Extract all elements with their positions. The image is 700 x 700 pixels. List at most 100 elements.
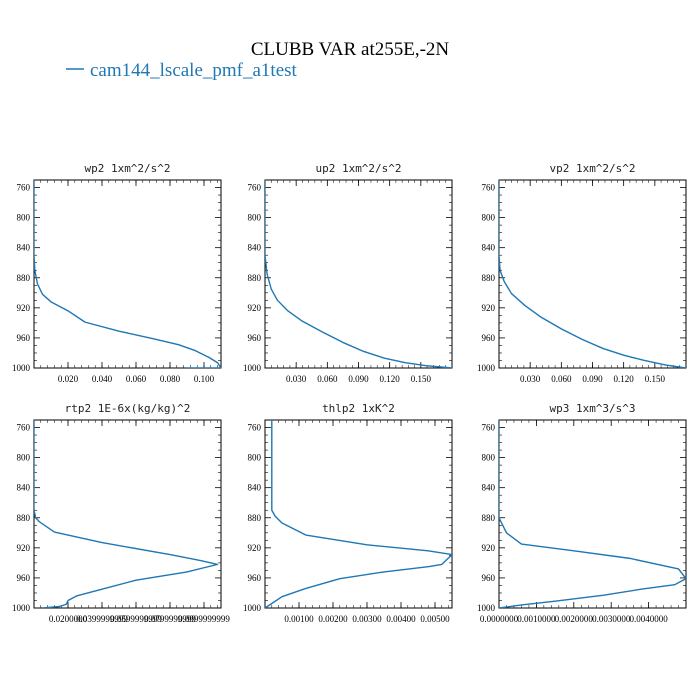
series-line (499, 420, 686, 608)
x-tick-label: 0.120 (614, 374, 635, 384)
y-tick-label: 1000 (12, 603, 31, 613)
x-tick-label: 0.00100 (284, 614, 314, 624)
series-line (34, 420, 219, 608)
y-tick-label: 1000 (477, 603, 496, 613)
y-tick-label: 760 (248, 423, 262, 433)
y-tick-label: 1000 (243, 363, 262, 373)
panel-rtp2: rtp2 1E-6x(kg/kg)^2 760 800 840 880 920 960 100… (12, 402, 230, 624)
panel-wp2: wp2 1xm^2/s^2 760 800 840 880 920 960 1000 0.020… (12, 162, 222, 384)
y-tick-label: 840 (248, 243, 262, 253)
y-tick-label: 880 (482, 513, 496, 523)
y-tick-label: 960 (17, 573, 31, 583)
x-tick-label: 0.090 (582, 374, 603, 384)
y-tick-label: 1000 (12, 363, 31, 373)
plot-frame (33, 179, 222, 369)
x-tick-label: 0.150 (645, 374, 666, 384)
y-tick-label: 760 (482, 183, 496, 193)
y-tick-label: 840 (248, 483, 262, 493)
x-tick-label: 0.00500 (420, 614, 450, 624)
y-tick-label: 880 (17, 273, 31, 283)
x-tick-label: 0.120 (380, 374, 401, 384)
y-tick-label: 800 (17, 213, 31, 223)
y-tick-label: 1000 (477, 363, 496, 373)
series-line (34, 180, 221, 368)
plot-frame (33, 419, 222, 609)
y-tick-label: 960 (482, 573, 496, 583)
y-tick-label: 800 (17, 453, 31, 463)
panel-title: up2 1xm^2/s^2 (315, 162, 401, 175)
x-tick-label: 0.060 (551, 374, 572, 384)
y-tick-label: 960 (248, 573, 262, 583)
x-tick-label: 0.090 (348, 374, 369, 384)
x-tick-label: 0.080 (160, 374, 181, 384)
y-tick-label: 880 (248, 513, 262, 523)
x-tick-label: 0.00200 (318, 614, 348, 624)
y-tick-label: 840 (482, 483, 496, 493)
plot-frame (498, 419, 687, 609)
y-tick-label: 840 (482, 243, 496, 253)
y-tick-label: 840 (17, 483, 31, 493)
y-tick-label: 920 (482, 543, 496, 553)
y-tick-label: 760 (17, 423, 31, 433)
series-line (265, 420, 452, 608)
y-tick-label: 920 (17, 303, 31, 313)
x-tick-label: 0.100 (194, 374, 215, 384)
series-line (265, 180, 452, 368)
x-tick-label: 0.0799999999 (144, 614, 196, 624)
x-tick-label: 0.0030000 (592, 614, 631, 624)
x-tick-label: 0.020 (58, 374, 79, 384)
y-tick-label: 1000 (243, 603, 262, 613)
x-tick-label: 0.0040000 (629, 614, 668, 624)
y-tick-label: 920 (248, 303, 262, 313)
y-tick-label: 880 (482, 273, 496, 283)
plot-frame (264, 419, 453, 609)
legend-label: cam144_lscale_pmf_a1test (90, 60, 298, 81)
panel-title: vp2 1xm^2/s^2 (549, 162, 635, 175)
panel-vp2: vp2 1xm^2/s^2 760 800 840 880 920 960 1000 0.030… (477, 162, 687, 384)
legend: cam144_lscale_pmf_a1test (66, 60, 298, 81)
series-line (499, 180, 686, 368)
y-tick-label: 760 (248, 183, 262, 193)
y-tick-label: 840 (17, 243, 31, 253)
y-tick-label: 880 (248, 273, 262, 283)
plot-frame (264, 179, 453, 369)
y-tick-label: 800 (482, 213, 496, 223)
panel-up2: up2 1xm^2/s^2 760 800 840 880 920 960 1000 0.030… (243, 162, 453, 384)
x-tick-label: 0.00300 (352, 614, 382, 624)
panel-thlp2: thlp2 1xK^2 760 800 840 880 920 960 1000 0.00100… (243, 402, 453, 624)
panel-wp3: wp3 1xm^3/s^3 760 800 840 880 920 960 10000.000… (477, 402, 687, 624)
x-tick-label: 0.0010000 (517, 614, 556, 624)
x-tick-label: 0.0999999999 (178, 614, 230, 624)
y-tick-label: 760 (482, 423, 496, 433)
y-tick-label: 920 (17, 543, 31, 553)
y-tick-label: 920 (482, 303, 496, 313)
x-tick-label: 0.0399999999 (76, 614, 128, 624)
y-tick-label: 960 (248, 333, 262, 343)
panel-title: wp2 1xm^2/s^2 (84, 162, 170, 175)
y-tick-label: 800 (248, 213, 262, 223)
x-tick-label: 0.0200000 (49, 614, 88, 624)
x-tick-label: 0.030 (286, 374, 307, 384)
y-tick-label: 960 (17, 333, 31, 343)
y-tick-label: 880 (17, 513, 31, 523)
y-tick-label: 800 (248, 453, 262, 463)
y-tick-label: 920 (248, 543, 262, 553)
x-tick-label: 0.030 (520, 374, 541, 384)
panels: wp2 1xm^2/s^2 760 800 840 880 920 960 1000 0.020… (12, 162, 687, 624)
x-tick-label: 0.150 (411, 374, 432, 384)
panel-title: thlp2 1xK^2 (322, 402, 395, 415)
x-tick-label: 0.0599999999 (110, 614, 162, 624)
y-tick-label: 760 (17, 183, 31, 193)
y-tick-label: 960 (482, 333, 496, 343)
x-tick-label: 0.00400 (386, 614, 416, 624)
figure-title: CLUBB VAR at255E,-2N (251, 39, 450, 60)
panel-title: rtp2 1E-6x(kg/kg)^2 (65, 402, 191, 415)
x-tick-label: 0.040 (92, 374, 113, 384)
x-tick-label: 0.0000000 (480, 614, 519, 624)
y-tick-label: 800 (482, 453, 496, 463)
plot-frame (498, 179, 687, 369)
x-tick-label: 0.060 (126, 374, 147, 384)
panel-title: wp3 1xm^3/s^3 (549, 402, 635, 415)
x-tick-label: 0.0020000 (555, 614, 594, 624)
